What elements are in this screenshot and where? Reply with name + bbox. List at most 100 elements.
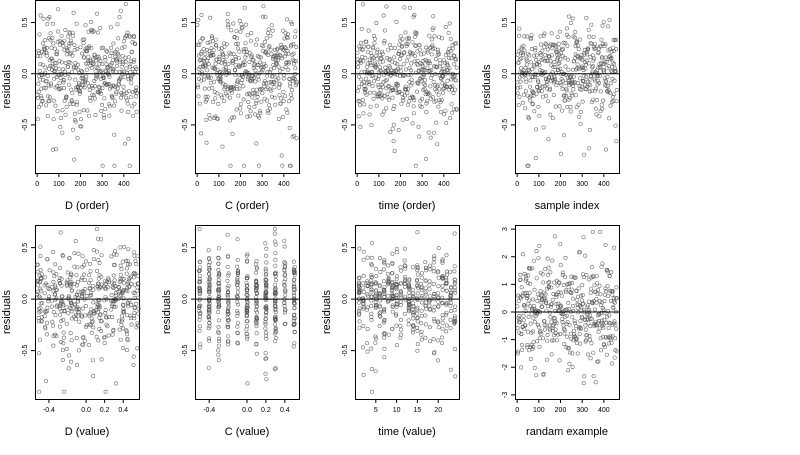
- data-point: [99, 253, 104, 258]
- data-point: [410, 121, 415, 126]
- data-point: [226, 22, 231, 27]
- x-tick-label: 200: [75, 181, 87, 188]
- data-point: [361, 302, 366, 307]
- data-point: [576, 66, 581, 71]
- data-point: [62, 309, 67, 314]
- data-point: [264, 377, 269, 382]
- data-point: [408, 51, 413, 56]
- data-point: [370, 84, 375, 89]
- data-point: [600, 106, 605, 111]
- data-point: [515, 80, 520, 85]
- data-point: [554, 338, 559, 343]
- data-point: [448, 269, 453, 274]
- data-point: [283, 51, 288, 56]
- data-point: [449, 102, 454, 107]
- data-point: [288, 92, 293, 97]
- data-point: [527, 290, 532, 295]
- data-point: [425, 65, 430, 70]
- x-tick-label: 15: [414, 407, 422, 414]
- points: [355, 2, 459, 168]
- data-point: [234, 29, 239, 34]
- data-point: [604, 320, 609, 325]
- data-point: [431, 337, 436, 342]
- data-point: [540, 336, 545, 341]
- data-point: [529, 33, 534, 38]
- data-point: [358, 46, 363, 51]
- data-point: [244, 287, 249, 292]
- data-point: [205, 68, 210, 73]
- data-point: [273, 339, 278, 344]
- data-point: [392, 149, 397, 154]
- data-point: [535, 292, 540, 297]
- data-point: [575, 66, 580, 71]
- data-point: [609, 270, 614, 275]
- data-point: [98, 237, 103, 242]
- data-point: [96, 90, 101, 95]
- y-axis-label: residuals: [481, 289, 493, 334]
- data-point: [272, 80, 277, 85]
- data-point: [435, 358, 440, 363]
- data-point: [291, 267, 296, 272]
- data-point: [368, 90, 373, 95]
- data-point: [398, 293, 403, 298]
- data-point: [537, 63, 542, 68]
- data-point: [450, 46, 455, 51]
- data-point: [382, 335, 387, 340]
- data-point: [452, 280, 457, 285]
- data-point: [198, 57, 203, 62]
- data-point: [572, 35, 577, 40]
- data-point: [361, 281, 366, 286]
- data-point: [212, 66, 217, 71]
- data-point: [411, 111, 416, 116]
- data-point: [51, 270, 56, 275]
- data-point: [573, 29, 578, 34]
- data-point: [132, 291, 137, 296]
- points: [34, 227, 141, 394]
- data-point: [197, 259, 202, 264]
- data-point: [116, 289, 121, 294]
- data-point: [528, 60, 533, 65]
- data-point: [414, 30, 419, 35]
- data-point: [92, 96, 97, 101]
- data-point: [196, 17, 201, 22]
- data-point: [564, 86, 569, 91]
- data-point: [202, 56, 207, 61]
- data-point: [381, 279, 386, 284]
- data-point: [390, 326, 395, 331]
- data-point: [374, 281, 379, 286]
- data-point: [82, 272, 87, 277]
- x-tick-label: 0: [515, 181, 519, 188]
- data-point: [198, 324, 203, 329]
- data-point: [398, 65, 403, 70]
- data-point: [60, 348, 65, 353]
- data-point: [273, 309, 278, 314]
- data-point: [207, 304, 212, 309]
- data-point: [100, 62, 105, 67]
- data-point: [260, 67, 265, 72]
- data-point: [556, 280, 561, 285]
- data-point: [230, 115, 235, 120]
- data-point: [119, 314, 124, 319]
- data-point: [234, 81, 239, 86]
- x-tick-label: 0.2: [100, 407, 110, 414]
- x-tick-label: 0: [515, 407, 519, 414]
- data-point: [217, 336, 222, 341]
- data-point: [132, 310, 137, 315]
- data-point: [530, 89, 535, 94]
- x-tick-label: 0.4: [280, 407, 290, 414]
- data-point: [254, 301, 259, 306]
- data-point: [423, 286, 428, 291]
- data-point: [64, 104, 69, 109]
- data-point: [589, 22, 594, 27]
- data-point: [442, 112, 447, 117]
- data-point: [550, 116, 555, 121]
- data-point: [361, 323, 366, 328]
- data-point: [419, 293, 424, 298]
- data-point: [97, 298, 102, 303]
- data-point: [582, 374, 587, 379]
- data-point: [553, 65, 558, 70]
- data-point: [595, 281, 600, 286]
- data-point: [292, 277, 297, 282]
- data-point: [398, 335, 403, 340]
